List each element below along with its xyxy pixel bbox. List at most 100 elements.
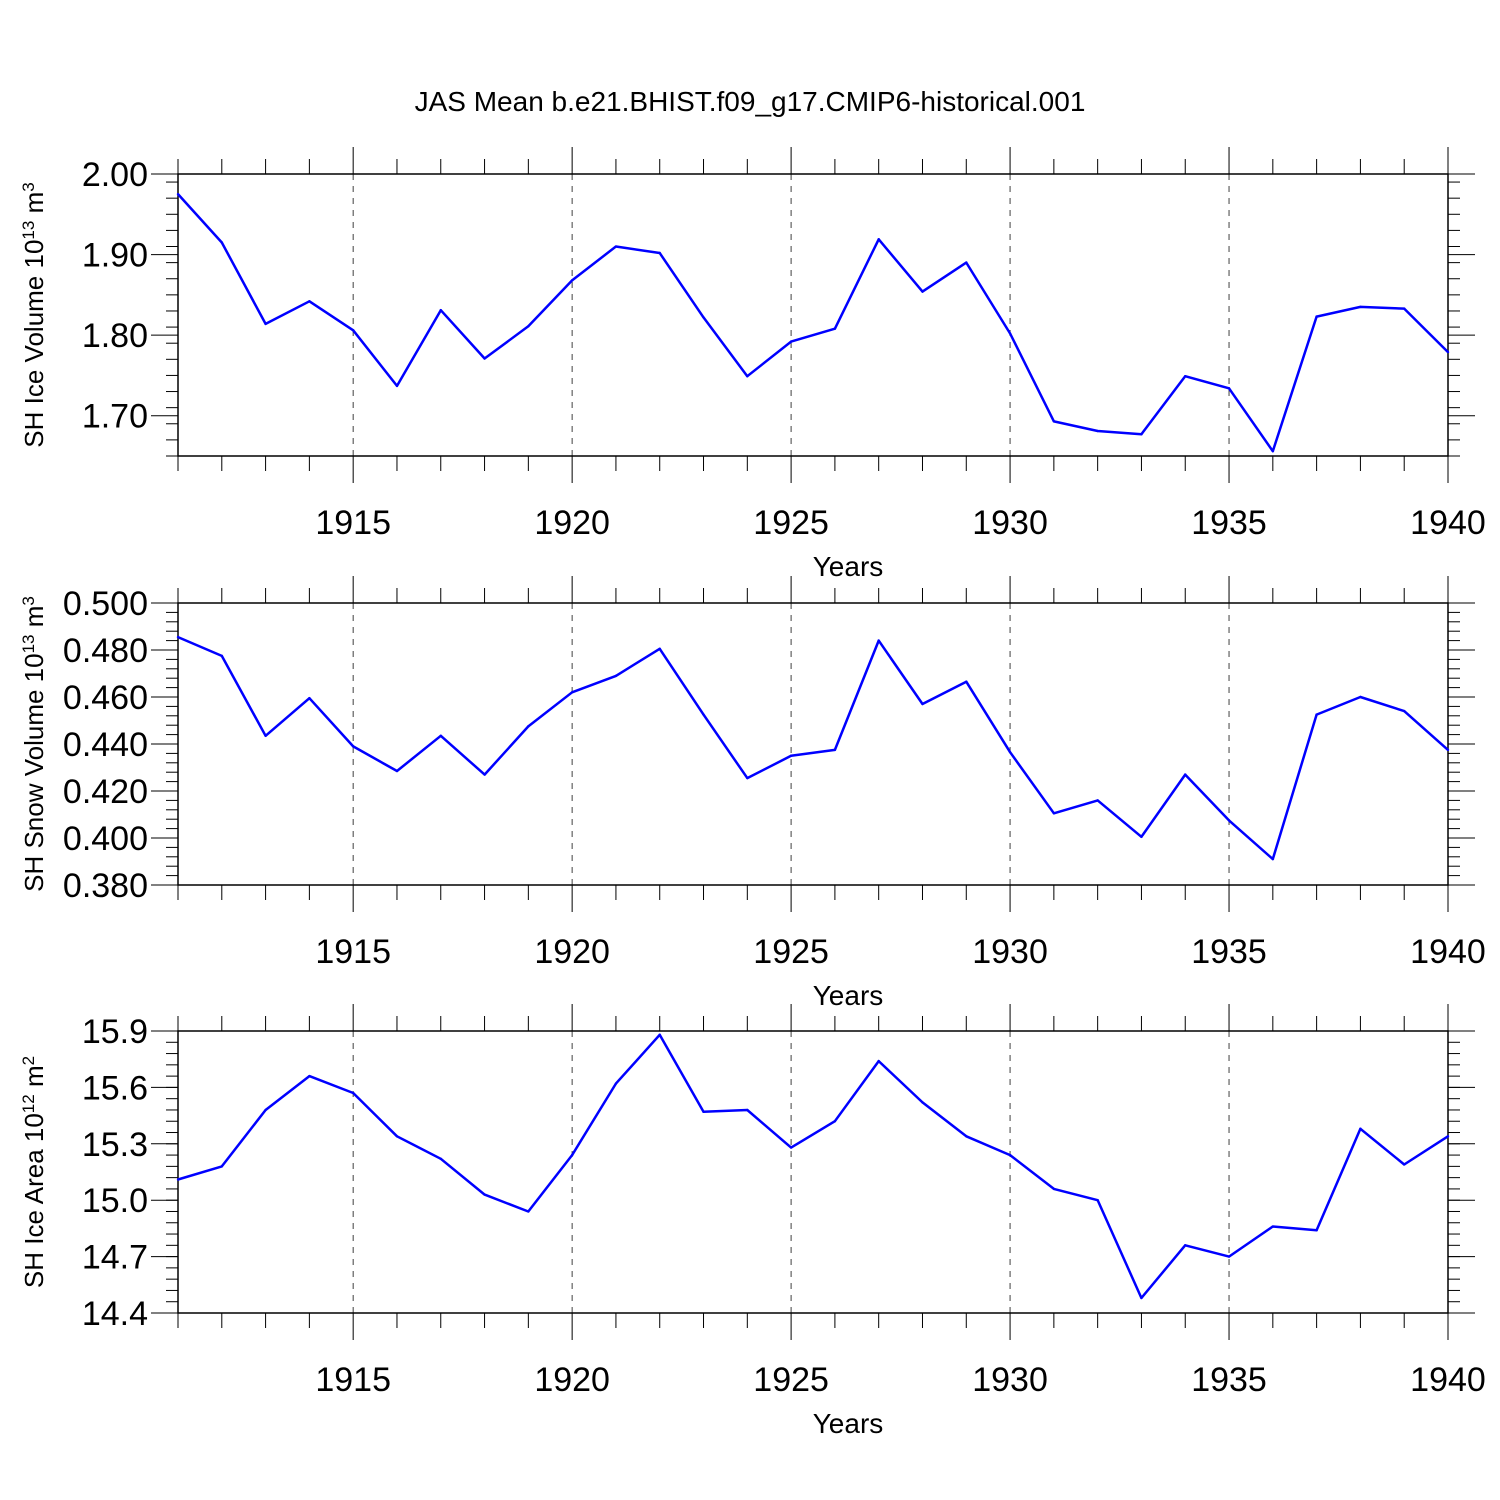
sh-snow-volume-data-point bbox=[1227, 819, 1231, 822]
sh-ice-area-data-point bbox=[614, 1082, 618, 1085]
sh-ice-area-data-point bbox=[527, 1210, 530, 1213]
sh-ice-area-x-tick-label: 1925 bbox=[753, 1361, 829, 1399]
sh-ice-area-data-point bbox=[789, 1146, 793, 1149]
sh-snow-volume-y-tick-label: 0.480 bbox=[63, 632, 148, 670]
sh-snow-volume-data-point bbox=[1052, 812, 1056, 815]
sh-snow-volume-data-point bbox=[264, 734, 267, 737]
sh-ice-area-data-point bbox=[1315, 1229, 1318, 1232]
sh-ice-area-data-point bbox=[1403, 1163, 1406, 1166]
sh-ice-area-data-point bbox=[264, 1108, 267, 1112]
sh-ice-area-y-axis-label: SH Ice Area 1012 m2 bbox=[19, 1056, 50, 1288]
sh-ice-volume-data-point bbox=[1315, 315, 1318, 318]
sh-snow-volume-data-point bbox=[351, 745, 355, 748]
sh-ice-area-data-point bbox=[746, 1108, 749, 1112]
sh-snow-volume-x-tick-label: 1920 bbox=[534, 933, 610, 971]
sh-ice-volume-data-point bbox=[527, 325, 530, 328]
sh-ice-area-series-line bbox=[177, 1033, 1449, 1300]
sh-ice-area-data-point bbox=[1271, 1225, 1275, 1228]
sh-snow-volume-data-point bbox=[789, 754, 793, 757]
sh-ice-volume-frame bbox=[177, 173, 1449, 457]
sh-ice-area-y-tick-label: 14.4 bbox=[82, 1295, 148, 1333]
sh-ice-volume-data-point bbox=[220, 241, 223, 244]
sh-snow-volume-data-point bbox=[395, 769, 399, 773]
sh-ice-volume-data-point bbox=[702, 316, 705, 319]
sh-ice-volume-data-point bbox=[1359, 305, 1362, 309]
sh-snow-volume-data-point bbox=[1184, 773, 1187, 776]
sh-snow-volume-y-tick-label: 0.460 bbox=[63, 679, 148, 717]
sh-ice-volume-data-point bbox=[395, 384, 399, 388]
sh-ice-volume-panel: 1.70 1.80 1.90 2.00 1915 1920 1925 1930 1935 1940… bbox=[19, 147, 1486, 582]
sh-snow-volume-data-point bbox=[1403, 709, 1406, 713]
sh-ice-volume-y-tick-label: 1.90 bbox=[82, 237, 148, 275]
sh-ice-area-x-tick-label: 1940 bbox=[1410, 1361, 1486, 1399]
sh-snow-volume-data-point bbox=[1140, 835, 1143, 839]
sh-ice-volume-y-tick-label: 1.80 bbox=[82, 317, 148, 355]
sh-snow-volume-x-axis-label: Years bbox=[813, 980, 884, 1011]
sh-ice-area-panel: 14.4 14.7 15.0 15.3 15.6 15.9 1915 1920 1925 1930… bbox=[19, 1004, 1486, 1439]
sh-ice-area-data-point bbox=[439, 1157, 442, 1161]
sh-snow-volume-data-point bbox=[877, 639, 880, 642]
sh-ice-volume-data-point bbox=[1227, 387, 1231, 390]
sh-ice-volume-data-point bbox=[1184, 375, 1187, 378]
sh-ice-area-x-tick-label: 1935 bbox=[1191, 1361, 1267, 1399]
sh-snow-volume-x-tick-label: 1925 bbox=[753, 933, 829, 971]
sh-ice-area-data-point bbox=[395, 1135, 399, 1138]
sh-ice-area-data-point bbox=[1184, 1244, 1187, 1247]
sh-ice-volume-data-point bbox=[1446, 350, 1450, 354]
sh-ice-volume-data-point bbox=[833, 327, 837, 330]
sh-ice-area-data-point bbox=[570, 1153, 574, 1157]
sh-ice-area-y-tick-label: 15.6 bbox=[82, 1069, 148, 1107]
sh-snow-volume-x-tick-label: 1940 bbox=[1410, 933, 1486, 971]
sh-ice-area-frame bbox=[177, 1030, 1449, 1314]
sh-ice-volume-data-point bbox=[789, 340, 793, 343]
sh-ice-area-y-tick-label: 15.9 bbox=[82, 1013, 148, 1051]
sh-ice-area-data-point bbox=[1008, 1153, 1012, 1157]
sh-ice-volume-data-point bbox=[1008, 332, 1012, 335]
sh-ice-area-y-tick-label: 15.0 bbox=[82, 1182, 148, 1220]
sh-ice-volume-data-point bbox=[1403, 307, 1406, 310]
sh-ice-area-data-point bbox=[877, 1059, 880, 1063]
sh-ice-area-x-tick-label: 1930 bbox=[972, 1361, 1048, 1399]
sh-ice-area-data-point bbox=[965, 1135, 968, 1138]
sh-snow-volume-data-point bbox=[702, 713, 705, 716]
sh-snow-volume-y-tick-label: 0.400 bbox=[63, 820, 148, 858]
sh-ice-volume-x-tick-label: 1930 bbox=[972, 504, 1048, 542]
sh-ice-volume-data-point bbox=[614, 245, 618, 248]
sh-ice-volume-y-axis-label: SH Ice Volume 1013 m3 bbox=[19, 182, 50, 447]
sh-snow-volume-data-point bbox=[833, 748, 837, 752]
sh-ice-area-x-tick-label: 1915 bbox=[315, 1361, 391, 1399]
sh-ice-volume-x-tick-label: 1935 bbox=[1191, 504, 1267, 542]
sh-snow-volume-data-point bbox=[1359, 695, 1362, 699]
sh-ice-volume-data-point bbox=[965, 261, 968, 264]
sh-ice-volume-data-point bbox=[746, 375, 749, 378]
sh-ice-area-x-tick-label: 1920 bbox=[534, 1361, 610, 1399]
sh-snow-volume-x-tick-label: 1930 bbox=[972, 933, 1048, 971]
sh-snow-volume-data-point bbox=[527, 725, 530, 728]
sh-ice-volume-x-tick-label: 1915 bbox=[315, 504, 391, 542]
sh-ice-volume-y-tick-label: 1.70 bbox=[82, 398, 148, 436]
sh-ice-volume-data-point bbox=[351, 329, 355, 332]
sh-ice-area-data-point bbox=[1140, 1296, 1143, 1300]
sh-snow-volume-data-point bbox=[483, 773, 486, 776]
sh-ice-volume-data-point bbox=[483, 357, 486, 360]
sh-snow-volume-data-point bbox=[746, 776, 749, 780]
sh-ice-volume-data-point bbox=[1096, 429, 1099, 433]
sh-snow-volume-series-line bbox=[177, 635, 1449, 861]
sh-snow-volume-data-point bbox=[1271, 857, 1275, 861]
sh-ice-volume-data-point bbox=[877, 238, 880, 241]
sh-ice-area-data-point bbox=[308, 1074, 311, 1078]
sh-ice-area-data-point bbox=[1052, 1187, 1056, 1191]
sh-ice-area-data-point bbox=[176, 1178, 180, 1181]
sh-ice-area-data-point bbox=[833, 1120, 837, 1123]
sh-ice-volume-x-tick-label: 1925 bbox=[753, 504, 829, 542]
sh-ice-area-data-point bbox=[351, 1091, 355, 1095]
sh-snow-volume-x-tick-label: 1915 bbox=[315, 933, 391, 971]
sh-snow-volume-data-point bbox=[1096, 799, 1099, 802]
sh-snow-volume-y-tick-label: 0.420 bbox=[63, 773, 148, 811]
sh-snow-volume-data-point bbox=[220, 654, 223, 658]
sh-ice-volume-data-point bbox=[1271, 449, 1275, 453]
sh-ice-area-data-point bbox=[220, 1165, 223, 1168]
sh-ice-volume-x-tick-label: 1920 bbox=[534, 504, 610, 542]
